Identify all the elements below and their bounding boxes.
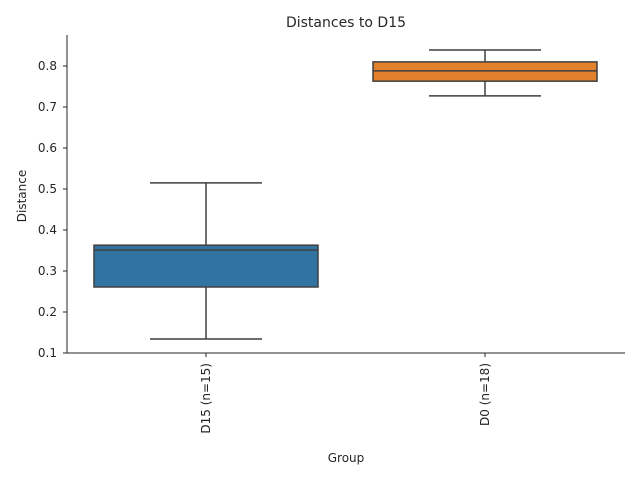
y-tick-label: 0.6	[38, 141, 57, 155]
x-tick-label: D0 (n=18)	[478, 363, 492, 426]
y-tick-label: 0.2	[38, 305, 57, 319]
y-tick-label: 0.3	[38, 264, 57, 278]
y-tick-label: 0.1	[38, 346, 57, 360]
y-tick-label: 0.8	[38, 59, 57, 73]
y-tick-label: 0.4	[38, 223, 57, 237]
iqr-box	[93, 244, 319, 288]
box-0: D15 (n=15)	[93, 182, 319, 434]
x-axis-label: Group	[328, 451, 365, 465]
chart-title: Distances to D15	[286, 15, 406, 31]
box-1: D0 (n=18)	[372, 49, 598, 426]
y-tick-label: 0.5	[38, 182, 57, 196]
x-tick-label: D15 (n=15)	[199, 363, 213, 434]
y-axis-label: Distance	[15, 170, 29, 222]
y-tick-label: 0.7	[38, 100, 57, 114]
